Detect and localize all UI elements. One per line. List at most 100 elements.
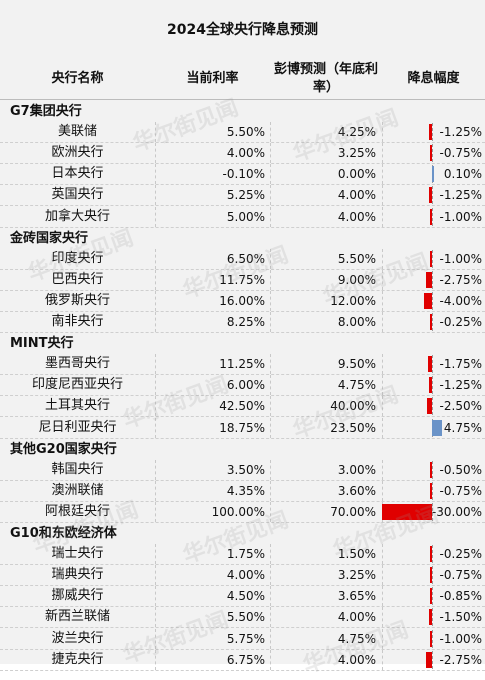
current-rate-cell: 6.75% [226,652,265,667]
bank-name-cell: 英国央行 [51,187,104,203]
table-row: 阿根廷央行 100.00% 70.00% -30.00% [0,501,485,523]
column-divider [270,396,271,417]
column-divider [155,565,156,586]
column-divider [155,354,156,375]
cut-size-cell: -1.25% [439,125,482,140]
column-divider [155,396,156,417]
column-divider [270,375,271,396]
group-name: MINT央行 [10,336,74,352]
table-row: 土耳其央行 42.50% 40.00% -2.50% [0,396,485,418]
column-divider [270,586,271,607]
rate-cut-bar [428,609,432,626]
rate-cut-bar [430,567,432,584]
cut-size-cell: -0.50% [439,462,482,477]
forecast-rate-cell: 3.65% [337,589,376,604]
cut-size-cell: -1.00% [439,209,482,224]
current-rate-cell: 18.75% [219,420,265,435]
column-divider [155,312,156,332]
forecast-rate-cell: 3.60% [337,483,376,498]
header-forecast-rate: 彭博预测（年底利率） [273,62,378,95]
cut-size-cell: 4.75% [443,420,482,435]
rate-cut-bar [430,314,432,330]
rate-cut-bar [423,292,432,309]
current-rate-cell: 11.25% [219,357,265,372]
column-divider [155,649,156,670]
column-divider [270,312,271,332]
bank-name-cell: 瑞士央行 [51,546,104,562]
group-header-row: 金砖国家央行 [0,228,485,249]
table-row: 瑞典央行 4.00% 3.25% -0.75% [0,565,485,587]
current-rate-cell: 8.25% [226,315,265,329]
group-name: 金砖国家央行 [10,230,89,246]
current-rate-cell: 6.00% [226,378,265,393]
rate-cut-bar [430,145,432,162]
table-row: 日本央行 -0.10% 0.00% 0.10% [0,164,485,186]
cut-size-cell: -0.75% [439,146,482,161]
group-name: G7集团央行 [10,104,82,119]
bar-axis [432,566,433,585]
column-divider [155,628,156,649]
column-divider [155,501,156,522]
group-header-row: MINT央行 [0,333,485,354]
forecast-rate-cell: 4.00% [337,610,376,625]
column-divider [382,544,383,565]
column-divider [155,185,156,206]
table-row: 墨西哥央行 11.25% 9.50% -1.75% [0,354,485,376]
bar-axis [432,186,433,205]
bar-axis [432,355,433,374]
column-divider [270,164,271,185]
table-row: 俄罗斯央行 16.00% 12.00% -4.00% [0,290,485,312]
bank-name-cell: 阿根廷央行 [44,503,110,519]
column-divider [155,122,156,143]
column-divider [382,375,383,396]
column-divider [270,269,271,290]
bar-axis [432,270,433,289]
column-divider [270,248,271,269]
cut-size-cell: 0.10% [443,167,482,182]
column-divider [382,206,383,227]
bank-name-cell: 尼日利亚央行 [38,419,117,435]
bank-name-cell: 波兰央行 [51,630,104,646]
bar-axis [432,397,433,416]
column-divider [382,164,383,185]
bank-name-cell: 土耳其央行 [44,398,110,414]
cut-size-cell: -1.00% [439,251,482,266]
group-header-row: 其他G20国家央行 [0,439,485,460]
forecast-rate-cell: 9.00% [337,272,376,287]
column-divider [155,417,156,438]
rate-cut-bar [429,377,432,394]
bank-name-cell: 澳洲联储 [51,482,104,498]
column-divider [382,354,383,375]
table-row: 瑞士央行 1.75% 1.50% -0.25% [0,544,485,566]
column-divider [382,565,383,586]
rate-hike-bar [432,166,434,183]
forecast-rate-cell: 8.00% [337,315,376,329]
rate-cut-bar [428,356,432,373]
column-divider [155,586,156,607]
bank-name-cell: 加拿大央行 [44,208,110,224]
table-row: 加拿大央行 5.00% 4.00% -1.00% [0,206,485,228]
column-divider [155,375,156,396]
table-row: 澳洲联储 4.35% 3.60% -0.75% [0,480,485,502]
column-divider [270,544,271,565]
column-divider [382,290,383,311]
table-row: 欧洲央行 4.00% 3.25% -0.75% [0,143,485,165]
cut-size-cell: -2.50% [439,399,482,414]
table-row: 南非央行 8.25% 8.00% -0.25% [0,312,485,333]
forecast-rate-cell: 70.00% [330,504,376,519]
column-divider [382,480,383,501]
column-divider [155,459,156,480]
bank-name-cell: 瑞典央行 [51,567,104,583]
bank-name-cell: 欧洲央行 [51,145,104,161]
column-divider [382,269,383,290]
table-row: 波兰央行 5.75% 4.75% -1.00% [0,628,485,650]
bar-axis [432,291,433,310]
header-current-rate: 当前利率 [186,71,239,86]
cut-size-cell: -1.25% [439,188,482,203]
current-rate-cell: 4.50% [226,589,265,604]
column-divider [155,290,156,311]
current-rate-cell: 5.25% [226,188,265,203]
column-divider [270,122,271,143]
current-rate-cell: 5.50% [226,125,265,140]
